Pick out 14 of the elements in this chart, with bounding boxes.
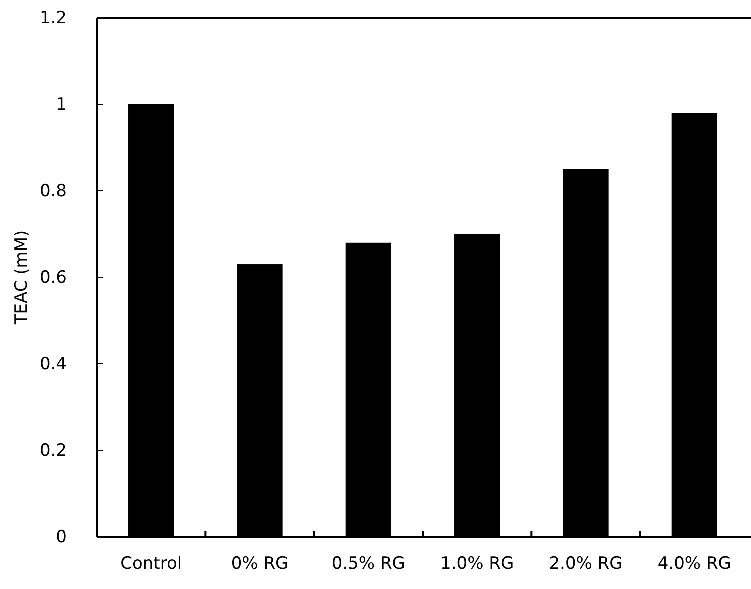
y-tick-label: 0.4 <box>40 354 67 374</box>
y-axis-title: TEAC (mM) <box>12 230 32 326</box>
x-tick-label: 2.0% RG <box>549 554 623 574</box>
x-tick-label: Control <box>120 554 182 574</box>
x-tick-label: 4.0% RG <box>658 554 732 574</box>
x-tick-label: 0.5% RG <box>332 554 406 574</box>
y-tick-label: 1.2 <box>40 8 67 28</box>
x-tick-label: 0% RG <box>231 554 289 574</box>
y-tick-label: 1 <box>56 94 67 115</box>
y-tick-label: 0.6 <box>40 268 67 288</box>
y-tick-label: 0.2 <box>40 440 67 461</box>
y-tick-label: 0.8 <box>40 181 67 202</box>
x-tick-label: 1.0% RG <box>440 554 514 574</box>
y-tick-label: 0 <box>56 527 67 548</box>
